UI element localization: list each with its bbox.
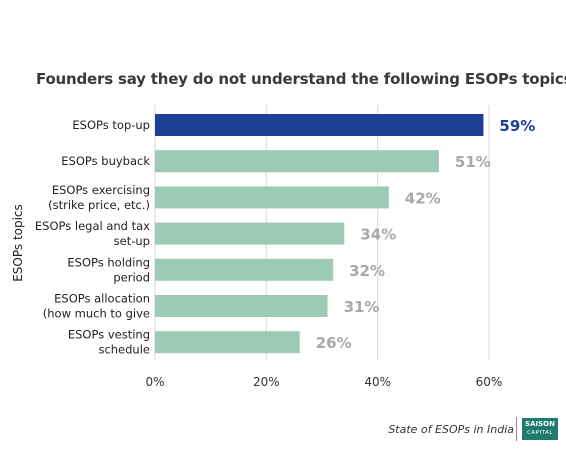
category-label: set-up [114, 234, 150, 248]
bar [155, 150, 439, 173]
category-label: ESOPs vesting [68, 328, 150, 342]
value-label: 42% [405, 189, 441, 207]
category-label: ESOPs exercising [52, 183, 150, 197]
value-label: 34% [360, 226, 396, 244]
category-label: ESOPs allocation [54, 292, 150, 306]
category-label: period [113, 270, 150, 284]
source-note: State of ESOPs in India [388, 423, 514, 436]
bar [155, 186, 389, 209]
bar [155, 295, 328, 317]
bar [155, 331, 300, 354]
x-tick-label: 20% [253, 375, 280, 389]
category-label: ESOPs top-up [72, 118, 150, 132]
logo-line-2: CAPITAL [527, 430, 553, 436]
value-label: 51% [455, 153, 491, 171]
category-label: (strike price, etc.) [48, 198, 150, 212]
logo-line-1: SAISON [525, 420, 555, 428]
category-label: (how much to give [43, 307, 150, 321]
x-tick-label: 40% [364, 375, 391, 389]
bar [155, 114, 484, 136]
category-label: ESOPs holding [67, 255, 150, 269]
value-label: 32% [349, 262, 385, 280]
bar [155, 222, 345, 245]
saison-capital-logo: SAISON CAPITAL [522, 418, 558, 440]
value-label: 59% [499, 117, 535, 135]
x-tick-label: 60% [476, 375, 503, 389]
value-label: 26% [316, 334, 352, 352]
x-tick-label: 0% [145, 375, 164, 389]
bar [155, 258, 334, 281]
chart-title: Founders say they do not understand the … [36, 70, 566, 88]
value-label: 31% [344, 298, 380, 316]
category-label: ESOPs legal and tax [35, 219, 150, 233]
footer-divider [516, 417, 517, 441]
category-label: schedule [98, 343, 150, 357]
y-axis-title: ESOPs topics [11, 204, 25, 282]
category-label: ESOPs buyback [61, 154, 150, 168]
